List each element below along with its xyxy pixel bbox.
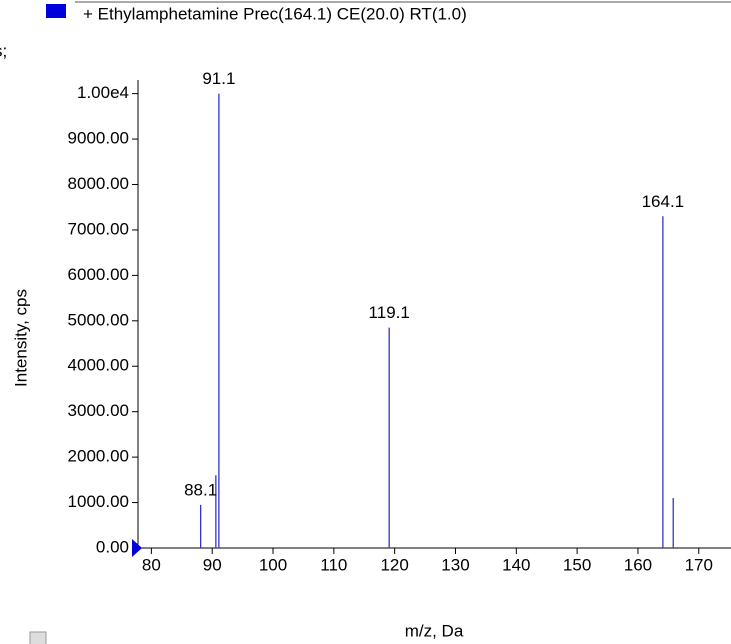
legend-swatch [46,4,66,18]
x-tick-label: 170 [685,555,713,574]
x-tick-label: 130 [441,555,469,574]
peak-label: 119.1 [369,303,410,322]
y-tick-label: 2000.00 [68,447,129,466]
y-tick-label: 8000.00 [68,174,129,193]
y-tick-label: 5000.00 [68,310,129,329]
y-tick-label: 1000.00 [68,492,129,511]
x-tick-label: 140 [502,555,530,574]
x-axis-label: m/z, Da [405,621,464,640]
x-tick-label: 80 [142,555,161,574]
x-tick-label: 90 [203,555,222,574]
x-tick-label: 110 [320,555,347,574]
x-tick-label: 150 [563,555,591,574]
bottom-swatch [29,631,47,644]
peak-label: 91.1 [202,69,235,88]
peak-label: 88.1 [184,480,217,499]
y-tick-label: 3000.00 [68,401,129,420]
axis-marker [132,539,142,557]
y-tick-label: 0.00 [96,537,129,556]
y-tick-label: 4000.00 [68,356,129,375]
y-axis-label: Intensity, cps [11,289,30,387]
y-tick-label: 6000.00 [68,265,129,284]
x-tick-label: 160 [624,555,652,574]
x-tick-label: 100 [259,555,287,574]
x-tick-label: 120 [380,555,408,574]
legend-label: + Ethylamphetamine Prec(164.1) CE(20.0) … [83,4,467,23]
peak-label: 164.1 [642,192,685,211]
y-tick-label: 9000.00 [68,129,129,148]
fragment-text: s; [0,41,7,60]
y-tick-label: 1.00e4 [77,83,129,102]
y-tick-label: 7000.00 [68,219,129,238]
